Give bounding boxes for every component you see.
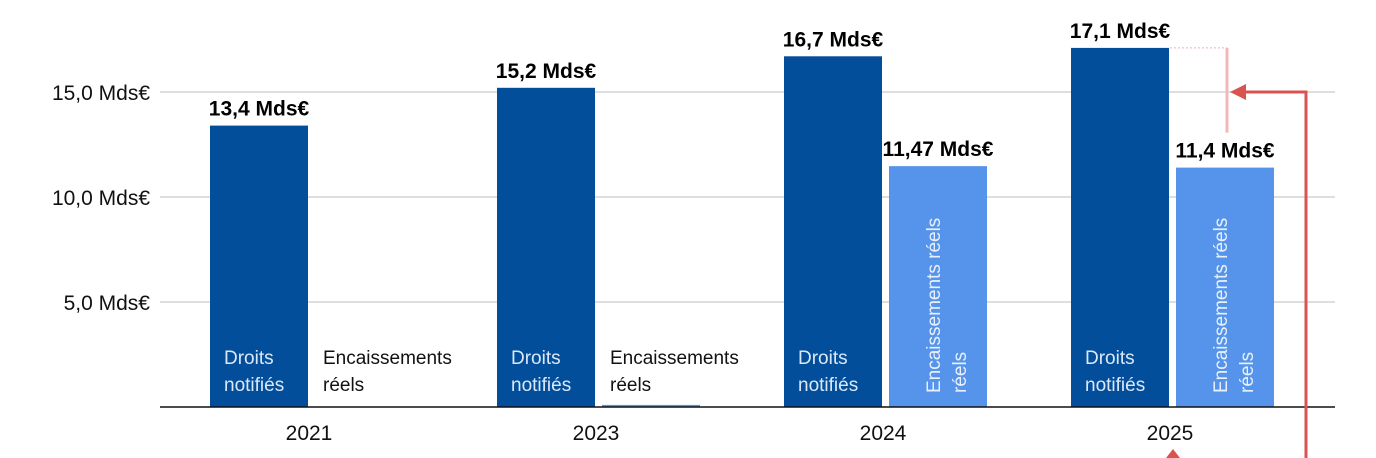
bar-droits-2024: [784, 56, 882, 408]
x-tick-label: 2023: [573, 422, 620, 445]
y-tick-label: 15,0 Mds€: [52, 82, 150, 105]
y-tick-label: 5,0 Mds€: [64, 292, 151, 315]
arrow-up-icon: [1166, 449, 1180, 458]
series-label: Encaissements: [323, 348, 452, 369]
y-tick-label: 10,0 Mds€: [52, 187, 150, 210]
data-label: 16,7 Mds€: [783, 28, 884, 51]
data-label: 11,47 Mds€: [883, 138, 994, 161]
series-label: notifiés: [511, 375, 571, 396]
series-label: Droits: [798, 348, 848, 369]
x-tick-label: 2024: [860, 422, 907, 445]
series-label: Droits: [511, 348, 561, 369]
bar-encaissements-2023: [602, 404, 700, 407]
bar-encaissements-2025: [1176, 167, 1274, 407]
arrow-left-icon: [1230, 84, 1246, 100]
series-label: Encaissements réels: [1211, 218, 1232, 393]
series-label: Encaissements: [610, 348, 739, 369]
series-label: Droits: [224, 348, 274, 369]
series-label: réels: [323, 375, 364, 396]
x-tick-label: 2021: [286, 422, 333, 445]
series-label: notifiés: [224, 375, 284, 396]
bar-droits-2023: [497, 87, 595, 408]
data-label: 15,2 Mds€: [496, 60, 597, 83]
annotation-arrow-line: [1244, 90, 1308, 458]
data-label: 13,4 Mds€: [209, 98, 310, 121]
series-label: réels: [950, 352, 971, 393]
bar-droits-2025: [1071, 47, 1169, 408]
series-label: notifiés: [798, 375, 858, 396]
data-label: 17,1 Mds€: [1070, 20, 1171, 43]
data-label: 11,4 Mds€: [1175, 140, 1275, 163]
bar-encaissements-2024: [889, 166, 987, 407]
series-label: Encaissements réels: [924, 218, 945, 393]
series-label: notifiés: [1085, 375, 1145, 396]
x-tick-label: 2025: [1147, 422, 1194, 445]
series-label: réels: [610, 375, 651, 396]
series-label: Droits: [1085, 348, 1135, 369]
series-label: réels: [1237, 352, 1258, 393]
bar-droits-2021: [210, 125, 308, 407]
